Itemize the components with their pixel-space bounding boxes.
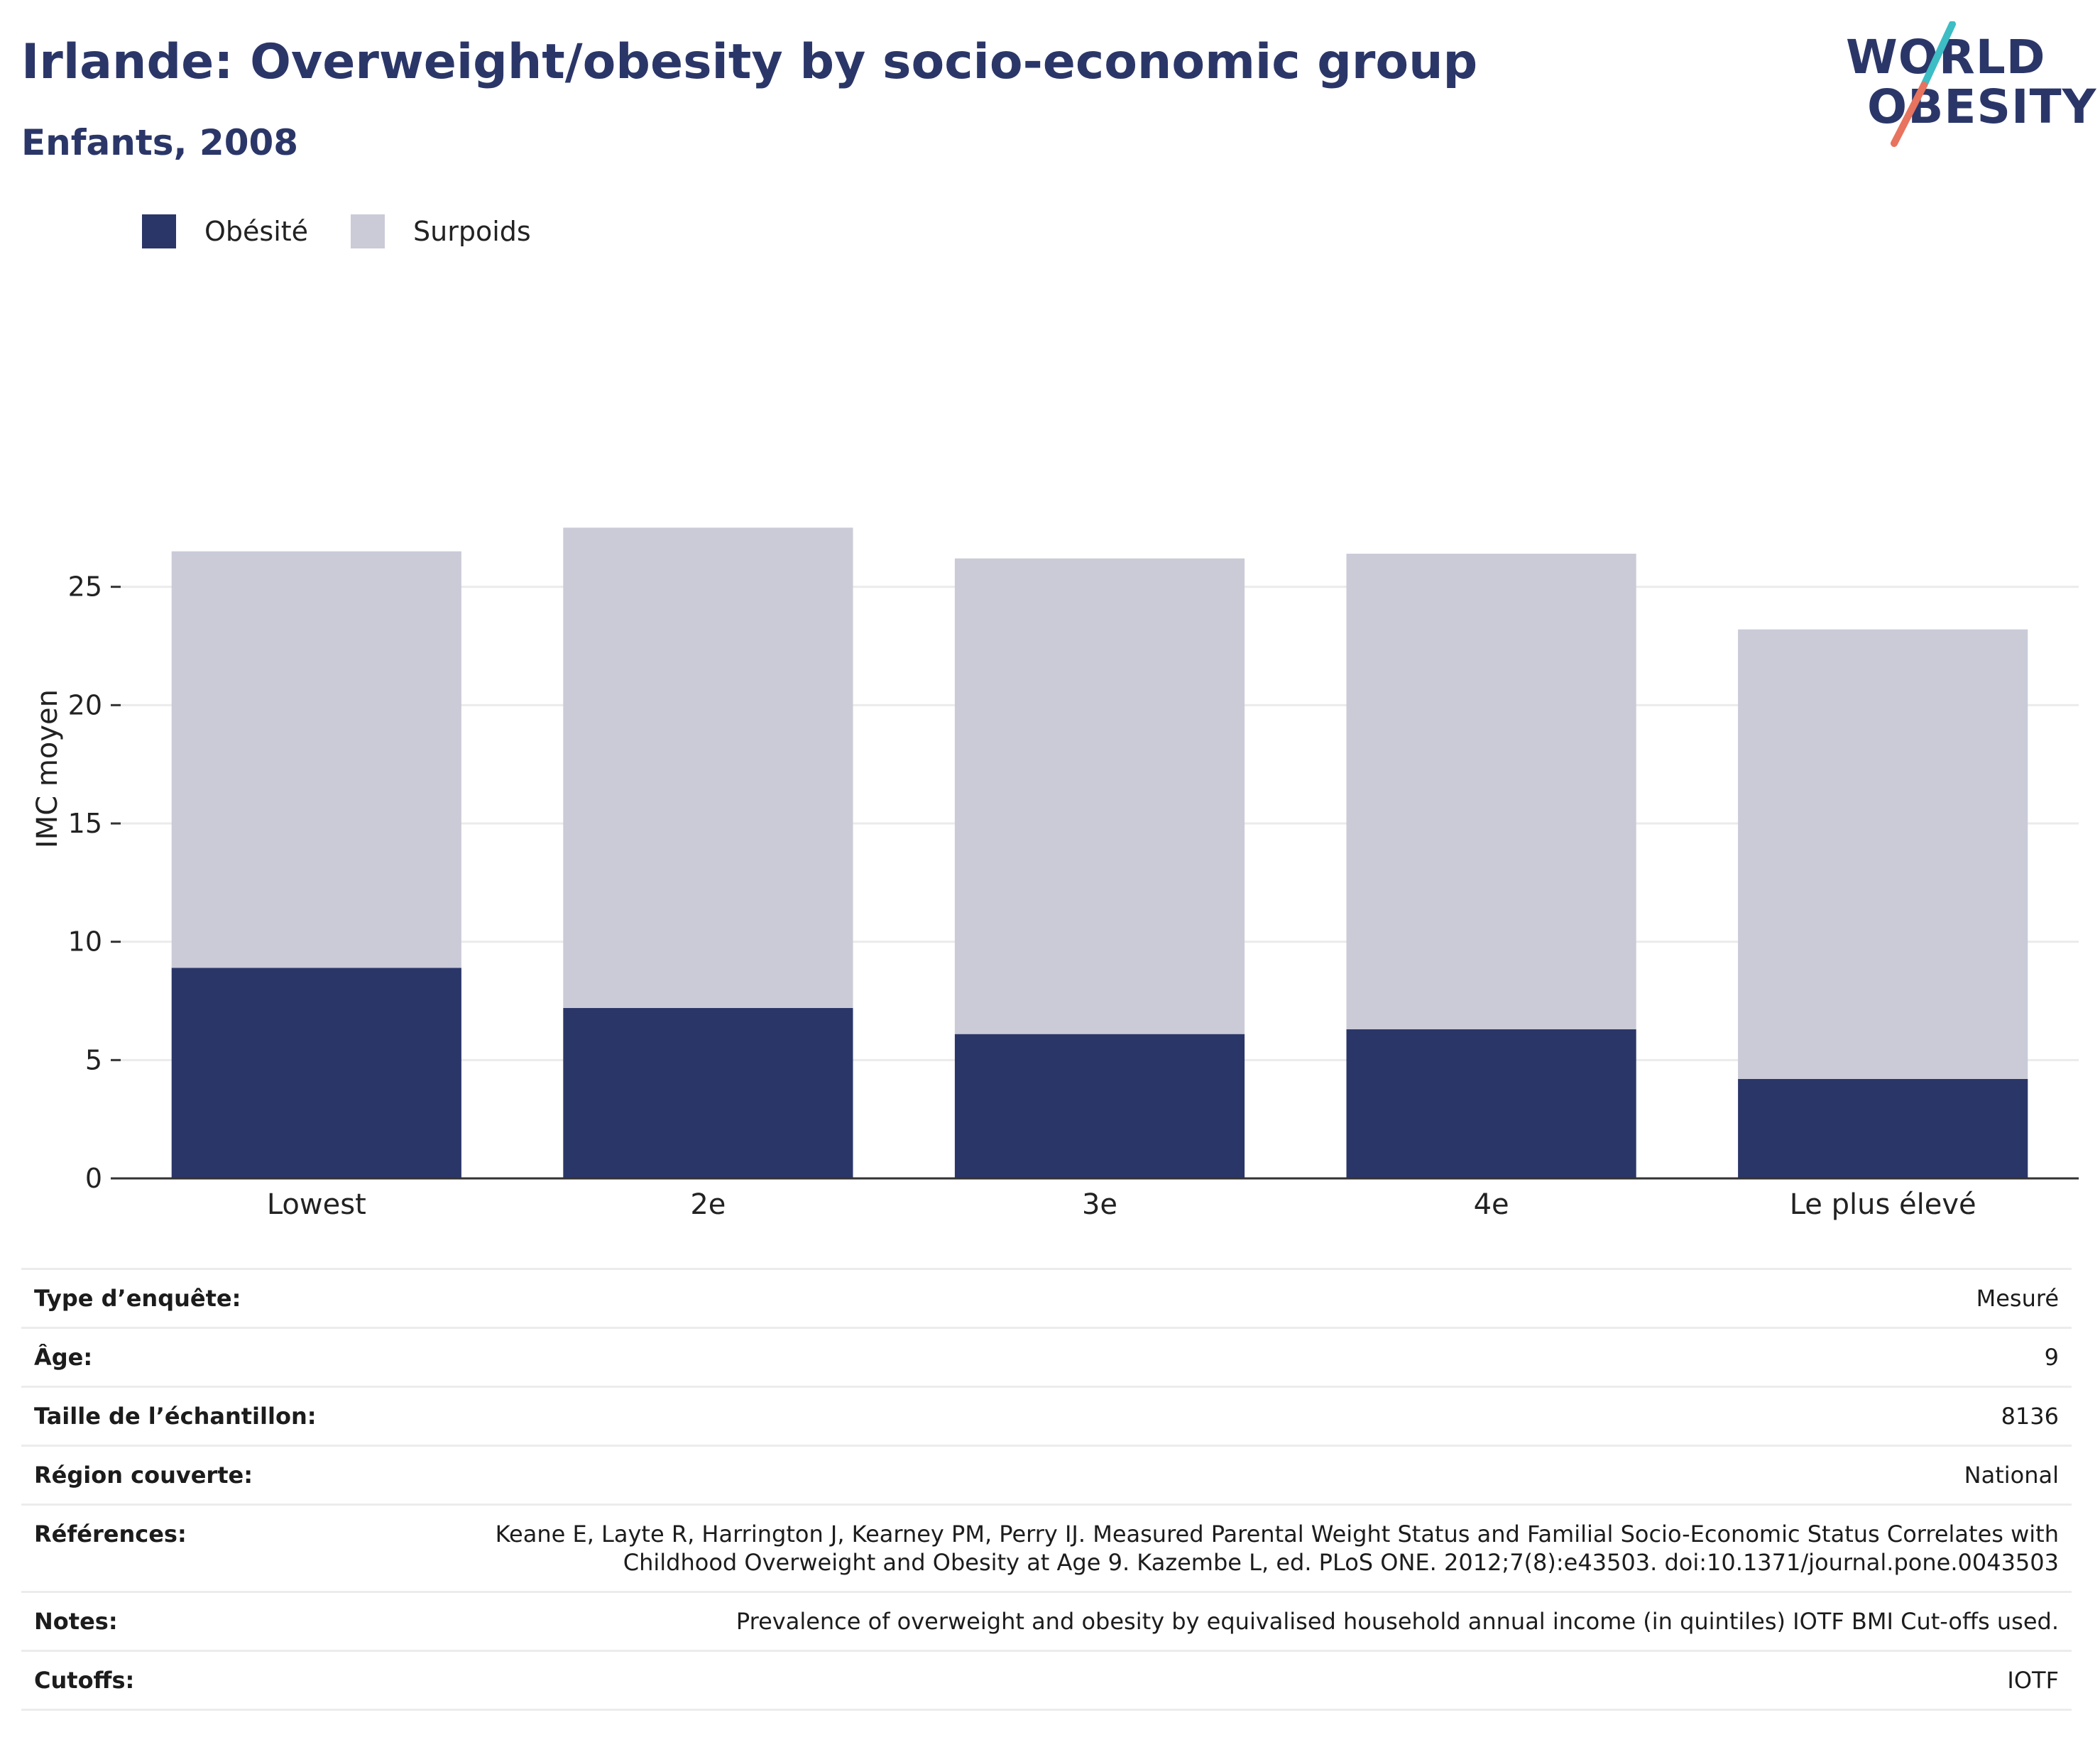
bar-surpoids[interactable] — [954, 558, 1245, 1034]
info-label: Type d’enquête: — [34, 1285, 241, 1312]
info-label: Cutoffs: — [34, 1667, 135, 1694]
bar-chart: 0 5 10 15 20 25 Lowest 2e 3e 4e Le plus élevé IMC … — [31, 527, 2079, 1221]
bar-obesite[interactable] — [1738, 1079, 2028, 1178]
info-value: Keane E, Layte R, Harrington J, Kearney … — [495, 1521, 2059, 1576]
info-row: Âge: 9 — [21, 1327, 2072, 1387]
info-row: Références: Keane E, Layte R, Harrington … — [21, 1504, 2072, 1592]
info-value: 8136 — [2001, 1403, 2059, 1430]
bar-obesite[interactable] — [1346, 1029, 1636, 1178]
info-row: Type d’enquête: Mesuré — [21, 1269, 2072, 1328]
info-value: IOTF — [2007, 1667, 2059, 1694]
info-row: Région couverte: National — [21, 1445, 2072, 1505]
info-value: 9 — [2044, 1344, 2059, 1371]
y-tick-label: 5 — [85, 1044, 102, 1075]
info-row: Notes: Prevalence of overweight and obesi… — [21, 1592, 2072, 1651]
info-value: Mesuré — [1976, 1285, 2059, 1312]
bar-surpoids[interactable] — [1346, 554, 1636, 1029]
y-tick-label: 15 — [68, 808, 102, 839]
x-tick-label: Le plus élevé — [1790, 1188, 1976, 1221]
x-tick-label: 4e — [1474, 1188, 1509, 1221]
legend-swatch-surpoids — [351, 214, 385, 248]
y-tick-label: 0 — [85, 1163, 102, 1194]
world-obesity-logo: WORLD OBESITY — [1846, 21, 2096, 149]
x-tick-label: 2e — [690, 1188, 726, 1221]
info-label: Références: — [34, 1521, 187, 1548]
y-tick-label: 20 — [68, 689, 102, 721]
bar-surpoids[interactable] — [1738, 629, 2028, 1079]
legend-label-surpoids: Surpoids — [413, 216, 531, 247]
survey-info-table: Type d’enquête: Mesuré Âge: 9 Taille de l’éc… — [21, 1268, 2072, 1711]
legend-swatch-obesite — [142, 214, 176, 248]
info-label: Notes: — [34, 1608, 118, 1635]
info-row: Taille de l’échantillon: 8136 — [21, 1386, 2072, 1446]
bar-obesite[interactable] — [563, 1008, 853, 1178]
x-tick-label: Lowest — [267, 1188, 366, 1221]
info-row: Cutoffs: IOTF — [21, 1650, 2072, 1710]
logo-slash-icon — [1891, 21, 1956, 147]
info-label: Région couverte: — [34, 1462, 253, 1489]
bar-surpoids[interactable] — [171, 551, 461, 968]
y-axis-label: IMC moyen — [31, 689, 64, 848]
bar-obesite[interactable] — [954, 1034, 1245, 1178]
bars — [171, 527, 2028, 1178]
info-value: National — [1964, 1462, 2059, 1489]
legend-item-surpoids[interactable]: Surpoids — [351, 214, 531, 248]
legend-label-obesite: Obésité — [204, 216, 309, 247]
y-tick-label: 10 — [68, 926, 102, 958]
legend-item-obesite[interactable]: Obésité — [142, 214, 308, 248]
page-subtitle: Enfants, 2008 — [21, 122, 299, 163]
axes: 0 5 10 15 20 25 Lowest 2e 3e 4e Le plus élevé — [68, 571, 2079, 1221]
info-value: Prevalence of overweight and obesity by … — [735, 1608, 2059, 1635]
chart-legend: Obésité Surpoids — [142, 210, 574, 253]
bar-surpoids[interactable] — [563, 527, 853, 1008]
x-tick-label: 3e — [1082, 1188, 1117, 1221]
info-label: Âge: — [34, 1344, 93, 1371]
page-title: Irlande: Overweight/obesity by socio-eco… — [21, 34, 1478, 90]
info-label: Taille de l’échantillon: — [34, 1403, 317, 1430]
bar-obesite[interactable] — [171, 968, 461, 1178]
y-tick-label: 25 — [68, 571, 102, 603]
